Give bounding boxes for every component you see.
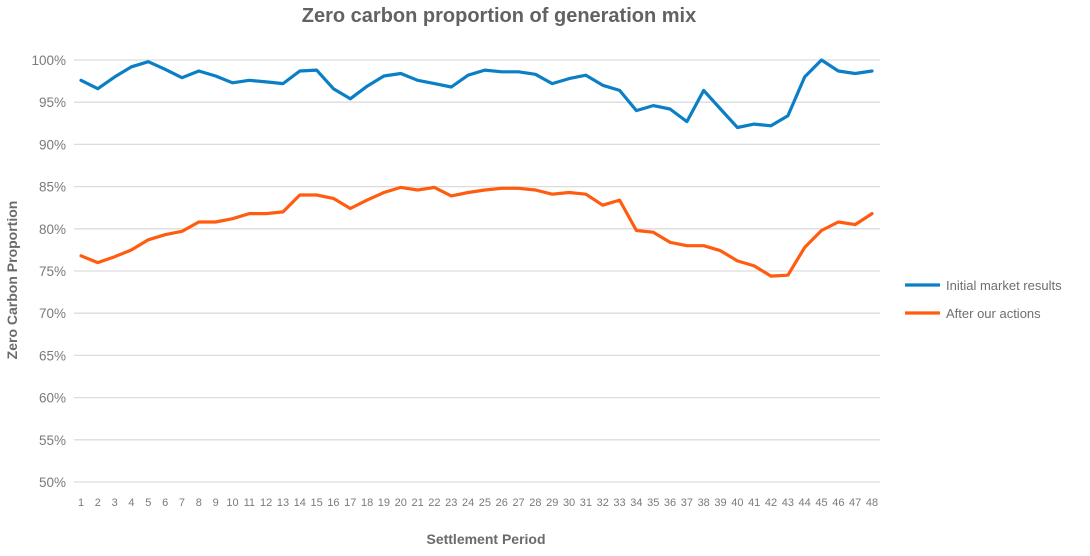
y-axis-ticks: 50% 55% 60% 65% 70% 75% 80% 85% 90% 95% 100% [31,53,66,490]
x-tick-label: 32 [597,497,609,509]
legend: Initial market results After our actions [905,278,1062,321]
x-tick-label: 21 [411,497,423,509]
x-tick-label: 12 [260,497,272,509]
series-lines [79,58,874,278]
x-tick-label: 27 [512,497,524,509]
x-tick-label: 39 [714,497,726,509]
y-tick-label: 65% [39,348,66,363]
x-tick-label: 31 [580,497,592,509]
x-tick-label: 3 [112,497,118,509]
x-tick-label: 15 [310,497,322,509]
y-tick-label: 50% [39,475,66,490]
x-tick-label: 5 [145,497,151,509]
x-tick-label: 47 [849,497,861,509]
x-tick-label: 6 [162,497,168,509]
legend-item: After our actions [905,306,1041,321]
x-tick-label: 34 [630,497,642,509]
x-tick-label: 33 [613,497,625,509]
x-tick-label: 24 [462,497,474,509]
x-tick-label: 30 [563,497,575,509]
x-tick-label: 26 [496,497,508,509]
legend-label: Initial market results [946,278,1062,293]
x-tick-label: 8 [196,497,202,509]
x-tick-label: 20 [395,497,407,509]
y-axis-title: Zero Carbon Proportion [4,201,20,360]
y-tick-label: 60% [39,391,66,406]
x-axis-ticks: 1 2 3 4 5 6 7 8 9 10 11 12 13 14 15 16 17 18 19 20 21 22 23 24 2… [78,497,878,509]
legend-label: After our actions [946,306,1041,321]
y-tick-label: 95% [39,95,66,110]
x-tick-label: 43 [782,497,794,509]
x-tick-label: 13 [277,497,289,509]
x-tick-label: 22 [428,497,440,509]
x-tick-label: 7 [179,497,185,509]
x-tick-label: 48 [866,497,878,509]
x-tick-label: 16 [327,497,339,509]
series-line-after-our-actions [79,185,874,278]
y-tick-label: 75% [39,264,66,279]
y-tick-label: 90% [39,137,66,152]
x-tick-label: 4 [128,497,134,509]
x-tick-label: 19 [378,497,390,509]
x-tick-label: 11 [244,497,255,509]
x-tick-label: 35 [647,497,659,509]
y-tick-label: 100% [31,53,66,68]
x-tick-label: 1 [78,497,84,509]
x-tick-label: 42 [765,497,777,509]
x-tick-label: 10 [226,497,238,509]
x-tick-label: 37 [681,497,693,509]
series-line-initial-market-results [79,58,874,130]
x-tick-label: 18 [361,497,373,509]
y-tick-label: 80% [39,222,66,237]
x-axis-title: Settlement Period [426,531,545,547]
x-tick-label: 17 [344,497,356,509]
x-tick-label: 14 [294,497,306,509]
x-tick-label: 38 [698,497,710,509]
x-tick-label: 23 [445,497,457,509]
x-tick-label: 46 [832,497,844,509]
x-tick-label: 25 [479,497,491,509]
x-tick-label: 36 [664,497,676,509]
x-tick-label: 45 [815,497,827,509]
x-tick-label: 2 [95,497,101,509]
chart-title: Zero carbon proportion of generation mix [302,5,696,27]
y-tick-label: 85% [39,180,66,195]
gridlines [74,59,880,483]
x-tick-label: 41 [748,497,760,509]
y-tick-label: 70% [39,306,66,321]
x-tick-label: 44 [799,497,811,509]
y-tick-label: 55% [39,433,66,448]
x-tick-label: 29 [546,497,558,509]
x-tick-label: 9 [213,497,219,509]
legend-item: Initial market results [905,278,1062,293]
x-tick-label: 40 [731,497,743,509]
x-tick-label: 28 [529,497,541,509]
